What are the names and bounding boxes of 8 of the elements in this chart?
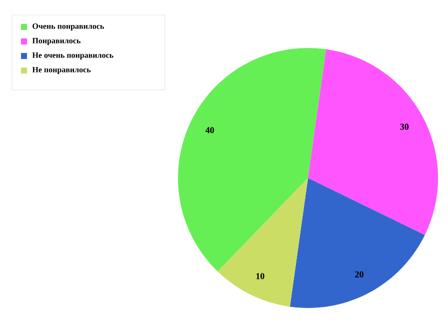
data-label: 20: [355, 271, 364, 278]
legend-label: Очень понравилось: [32, 23, 104, 30]
data-label: 10: [256, 273, 264, 280]
data-label: 40: [205, 127, 214, 134]
data-label: 30: [400, 124, 409, 130]
legend-label: Не понравилось: [32, 67, 91, 74]
legend-label: Не очень понравилось: [32, 52, 114, 60]
legend-label: Понравилось: [32, 38, 80, 45]
